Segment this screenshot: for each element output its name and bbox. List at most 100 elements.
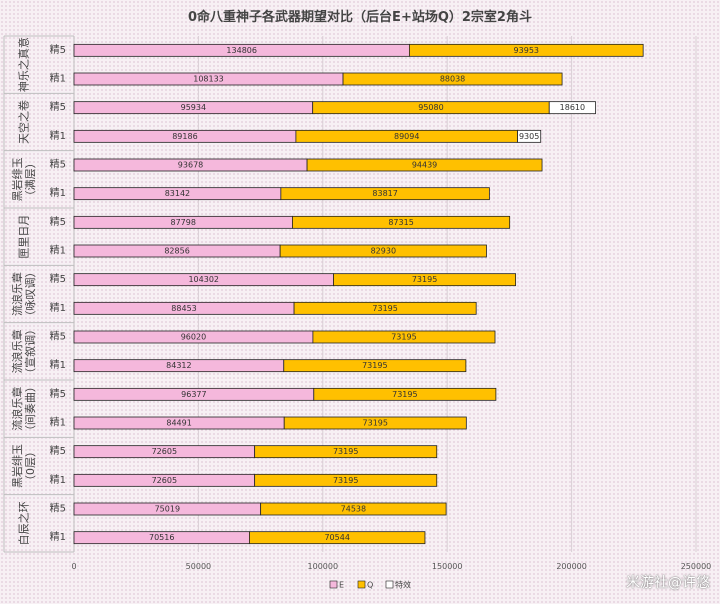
data-label: 88453: [171, 304, 196, 313]
data-label: 73195: [392, 390, 417, 399]
watermark: 米游社@许悠: [626, 575, 710, 591]
bar-Q: [279, 244, 487, 258]
category-label: 精5: [50, 330, 66, 343]
legend-swatch: [329, 580, 338, 589]
data-label: 9305: [519, 132, 539, 141]
group-label: （咏叹调）: [24, 267, 37, 322]
data-label: 73195: [333, 476, 358, 485]
data-label: 72605: [152, 476, 177, 485]
data-label: 82930: [371, 247, 396, 256]
group-label: （间奏曲）: [24, 381, 37, 436]
category-label: 精5: [50, 502, 66, 515]
data-label: 74538: [341, 505, 366, 514]
data-label: 134806: [226, 46, 257, 55]
bar-Q: [292, 215, 511, 229]
bar-Q: [283, 416, 467, 430]
x-tick-label: 150000: [432, 562, 463, 571]
category-label: 精5: [50, 387, 66, 400]
category-label: 精5: [50, 43, 66, 56]
bar-Q: [313, 387, 497, 401]
data-label: 73195: [362, 361, 387, 370]
data-label: 72605: [152, 447, 177, 456]
category-label: 精5: [50, 215, 66, 228]
data-label: 87315: [388, 218, 413, 227]
bar-特效: [548, 101, 596, 115]
category-label: 精5: [50, 100, 66, 113]
data-label: 93678: [178, 161, 203, 170]
data-label: 75019: [155, 505, 180, 514]
legend-swatch: [357, 580, 366, 589]
data-label: 104302: [188, 275, 219, 284]
group-label: 流浪乐章: [10, 387, 24, 431]
x-tick-label: 50000: [186, 562, 211, 571]
bar-特效: [517, 129, 542, 143]
data-label: 89186: [172, 132, 197, 141]
group-label: 神乐之真意: [17, 37, 31, 92]
x-tick-label: 250000: [681, 562, 712, 571]
data-label: 84491: [166, 419, 191, 428]
bar-Q: [254, 473, 438, 487]
group-label: 天空之卷: [17, 100, 31, 144]
group-label: （宣叙调）: [23, 324, 37, 379]
x-tick-label: 100000: [308, 562, 339, 571]
category-label: 精1: [50, 301, 66, 314]
category-label: 精1: [50, 72, 66, 85]
legend-label: Q: [367, 581, 373, 590]
group-label: 黑岩绯玉: [10, 157, 24, 201]
category-label: 精5: [50, 272, 66, 285]
legend-label: 特效: [395, 580, 411, 590]
data-label: 73195: [372, 304, 397, 313]
chart-title: 0命八重神子各武器期望对比（后台E+站场Q）2宗室2角斗: [188, 9, 532, 25]
bar-Q: [408, 43, 644, 57]
x-tick-label: 0: [71, 562, 76, 571]
data-label: 93953: [514, 46, 539, 55]
bar-Q: [280, 187, 490, 201]
data-label: 96020: [181, 333, 206, 342]
data-label: 87798: [170, 218, 195, 227]
data-label: 95080: [418, 103, 443, 112]
category-label: 精1: [50, 186, 66, 199]
bar-Q: [283, 359, 467, 373]
bar-Q: [249, 531, 426, 545]
category-label: 精1: [50, 358, 66, 371]
data-label: 96377: [181, 390, 206, 399]
category-label: 精1: [50, 530, 66, 543]
bar-Q: [312, 330, 496, 344]
bar-Q: [342, 72, 563, 86]
category-label: 精1: [50, 416, 66, 429]
bar-Q: [293, 301, 477, 315]
bar-Q: [333, 273, 517, 287]
data-label: 108133: [193, 75, 224, 84]
category-label: 精1: [50, 244, 66, 257]
group-label: 流浪乐章: [10, 329, 24, 373]
legend-swatch: [385, 580, 394, 589]
bar-Q: [254, 445, 438, 459]
bar-Q: [306, 158, 543, 172]
group-label: （满层）: [24, 157, 37, 201]
category-label: 精5: [50, 158, 66, 171]
group-label: （0层）: [24, 446, 37, 486]
data-label: 70516: [149, 533, 174, 542]
group-label: 匣里日月: [18, 215, 31, 259]
data-label: 94439: [412, 161, 437, 170]
data-label: 83817: [372, 189, 397, 198]
legend-label: E: [339, 581, 344, 590]
group-label: 白辰之环: [17, 501, 31, 545]
data-label: 82856: [164, 247, 189, 256]
data-label: 84312: [166, 361, 191, 370]
data-label: 88038: [440, 75, 465, 84]
group-label: 黑岩绯玉: [10, 444, 24, 488]
data-label: 73195: [363, 419, 388, 428]
data-label: 89094: [394, 132, 419, 141]
x-tick-label: 200000: [556, 562, 587, 571]
bar-Q: [260, 502, 447, 516]
data-label: 70544: [324, 533, 349, 542]
category-label: 精5: [50, 444, 66, 457]
data-label: 83142: [165, 189, 190, 198]
group-label: 流浪乐章: [10, 272, 24, 316]
data-label: 18610: [560, 103, 585, 112]
data-label: 73195: [333, 447, 358, 456]
data-label: 95934: [181, 103, 206, 112]
